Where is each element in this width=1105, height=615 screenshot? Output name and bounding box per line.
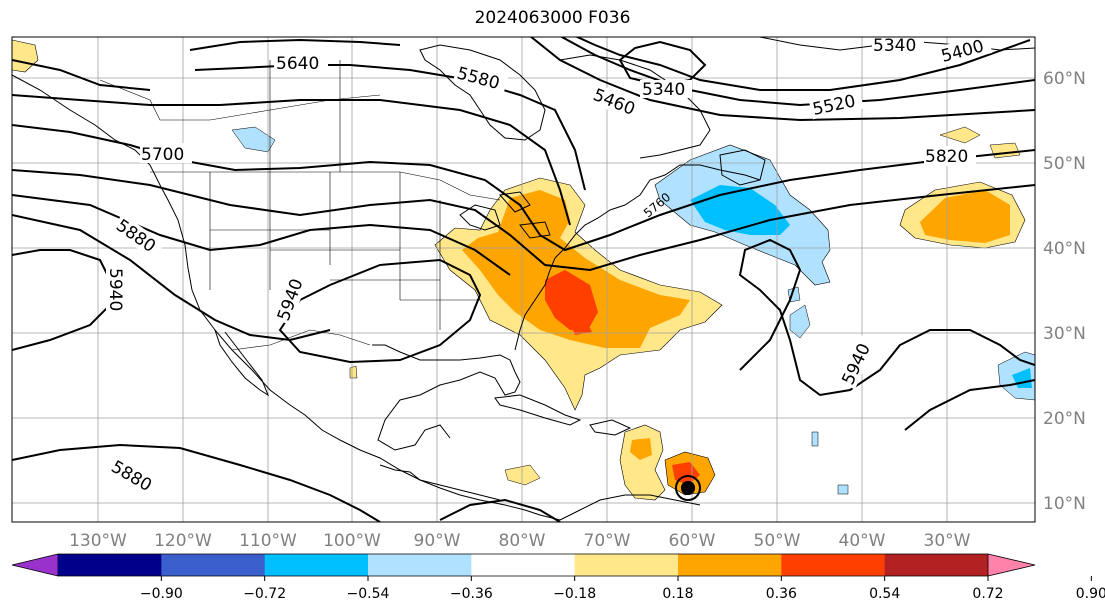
lat-label: 30°N [1043,324,1086,344]
contour-label: 5340 [642,80,685,100]
latitude-labels: 60°N 50°N 40°N 30°N 20°N 10°N [1043,69,1086,514]
longitude-labels: 130°W 120°W 110°W 100°W 90°W 80°W 70°W 6… [69,531,971,551]
colorbar-tick-label: 0.90 [1076,586,1105,602]
colorbar-segment [161,554,266,576]
lon-label: 60°W [669,531,716,551]
colorbar-segment [368,554,472,576]
colorbar-tick-label: −0.36 [450,586,493,602]
lon-label: 110°W [239,531,297,551]
colorbar-extend-high [987,553,1036,577]
lon-label: 100°W [323,531,381,551]
lon-label: 50°W [754,531,801,551]
colorbar: −0.90 −0.72 −0.54 −0.36 −0.18 0.18 0.36 0.54 0.7… [11,553,1105,602]
colorbar-segment [884,554,989,576]
colorbar-extend-low [11,553,59,577]
colorbar-outline [58,553,988,577]
contour-label: 5640 [276,54,319,74]
lon-label: 120°W [154,531,212,551]
contour-label: 5820 [925,147,968,167]
map-frame [11,36,1036,523]
colorbar-segment [471,554,576,576]
colorbar-segment [781,554,886,576]
colorbar-tick-label: −0.72 [243,586,286,602]
storm-center-marker [681,481,695,495]
lon-label: 70°W [584,531,631,551]
lat-label: 60°N [1043,69,1086,89]
colorbar-segment [574,554,679,576]
colorbar-segment [264,554,369,576]
colorbar-tick-label: −0.54 [347,586,390,602]
lat-label: 50°N [1043,154,1086,174]
colorbar-tick-label: 0.36 [766,586,797,602]
colorbar-segment [58,554,162,576]
colorbar-tick-label: 0.72 [972,586,1003,602]
colorbar-tick-label: −0.90 [140,586,183,602]
graticule [12,37,1035,522]
colorbar-tick-label: −0.18 [553,586,596,602]
contour-label: 5340 [873,36,916,56]
colorbar-segment [678,554,782,576]
lat-label: 40°N [1043,239,1086,259]
lon-label: 130°W [69,531,127,551]
lon-label: 90°W [414,531,461,551]
lon-label: 80°W [499,531,546,551]
colorbar-tick-label: 0.54 [869,586,900,602]
colorbar-tick-label: 0.18 [662,586,693,602]
lon-label: 40°W [839,531,886,551]
contour-label: 5700 [141,145,184,165]
lat-label: 20°N [1043,409,1086,429]
contour-label: 5940 [105,268,125,311]
lon-label: 30°W [924,531,971,551]
map-title: 2024063000 F036 [474,8,631,28]
lat-label: 10°N [1043,494,1086,514]
